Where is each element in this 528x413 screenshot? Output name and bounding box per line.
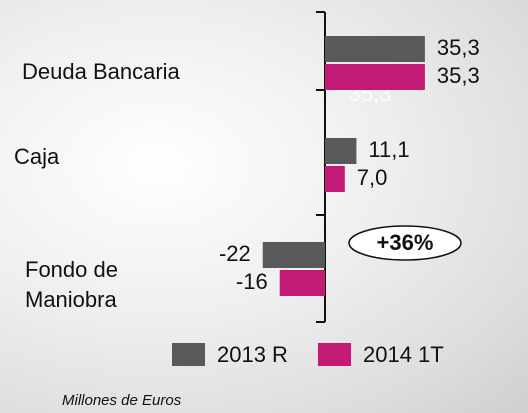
bar (325, 138, 357, 164)
annotation: +36% (377, 230, 434, 255)
legend-swatch (172, 343, 205, 366)
legend-label: 2014 1T (363, 342, 444, 367)
legend-swatch (318, 343, 351, 366)
bar (279, 270, 325, 296)
value-label: -16 (236, 269, 268, 294)
legend-label: 2013 R (217, 342, 288, 367)
category-label: Caja (14, 144, 60, 169)
value-label: 35,3 (437, 63, 480, 88)
value-label: -22 (219, 241, 251, 266)
category-label: Deuda Bancaria (22, 59, 180, 84)
annotation-oval (348, 225, 462, 261)
bar (325, 36, 425, 62)
bar (325, 64, 425, 90)
value-label: 35,3 (437, 35, 480, 60)
bar (262, 242, 325, 268)
bar (325, 166, 345, 192)
note: Millones de Euros (62, 392, 182, 409)
category-label: Fondo de Maniobra (25, 257, 118, 312)
value-label: 7,0 (357, 165, 388, 190)
value-label: 11,1 (368, 137, 409, 162)
